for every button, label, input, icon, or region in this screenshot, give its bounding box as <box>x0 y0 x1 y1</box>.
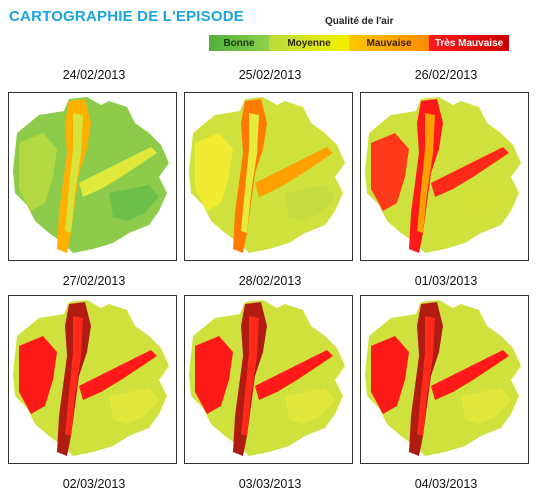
map-svg <box>365 97 521 253</box>
map-svg <box>13 97 169 253</box>
pollution-map-2 <box>360 92 529 261</box>
legend-item-moyenne: Moyenne <box>269 35 349 51</box>
map-svg <box>365 300 521 456</box>
valley-core-zone <box>65 113 83 233</box>
west-zone <box>371 133 409 211</box>
legend-title: Qualité de l'air <box>325 16 394 27</box>
map-date-label: 03/03/2013 <box>238 477 302 491</box>
page-title: CARTOGRAPHIE DE L'EPISODE <box>9 8 244 25</box>
valley-core-zone <box>417 113 435 233</box>
alpine-zone <box>285 185 335 221</box>
west-zone <box>195 133 233 211</box>
alpine-zone <box>461 388 511 424</box>
pollution-map-5 <box>360 295 529 464</box>
legend-item-mauvaise: Mauvaise <box>349 35 429 51</box>
alpine-zone <box>109 388 159 424</box>
map-date-label: 04/03/2013 <box>414 477 478 491</box>
map-svg <box>189 97 345 253</box>
valley-core-zone <box>65 316 83 436</box>
alpine-zone <box>285 388 335 424</box>
legend-item-bonne: Bonne <box>209 35 269 51</box>
pollution-map-1 <box>184 92 353 261</box>
west-zone <box>195 336 233 414</box>
east-valley-zone <box>79 350 157 400</box>
valley-core-zone <box>241 113 259 233</box>
pollution-map-0 <box>8 92 177 261</box>
east-valley-zone <box>255 147 333 197</box>
alpine-zone <box>461 185 511 221</box>
map-date-label: 02/03/2013 <box>62 477 126 491</box>
pollution-map-3 <box>8 295 177 464</box>
map-date-label: 27/02/2013 <box>62 274 126 288</box>
map-svg <box>189 300 345 456</box>
legend-item-tres-mauvaise: Très Mauvaise <box>429 35 509 51</box>
west-zone <box>19 336 57 414</box>
west-zone <box>371 336 409 414</box>
valley-core-zone <box>241 316 259 436</box>
east-valley-zone <box>431 350 509 400</box>
alpine-zone <box>109 185 159 221</box>
map-date-label: 26/02/2013 <box>414 68 478 82</box>
valley-core-zone <box>417 316 435 436</box>
map-svg <box>13 300 169 456</box>
east-valley-zone <box>431 147 509 197</box>
east-valley-zone <box>255 350 333 400</box>
pollution-map-4 <box>184 295 353 464</box>
east-valley-zone <box>79 147 157 197</box>
map-date-label: 01/03/2013 <box>414 274 478 288</box>
west-zone <box>19 133 57 211</box>
map-date-label: 24/02/2013 <box>62 68 126 82</box>
map-date-label: 25/02/2013 <box>238 68 302 82</box>
air-quality-legend: Bonne Moyenne Mauvaise Très Mauvaise <box>209 35 509 51</box>
map-date-label: 28/02/2013 <box>238 274 302 288</box>
